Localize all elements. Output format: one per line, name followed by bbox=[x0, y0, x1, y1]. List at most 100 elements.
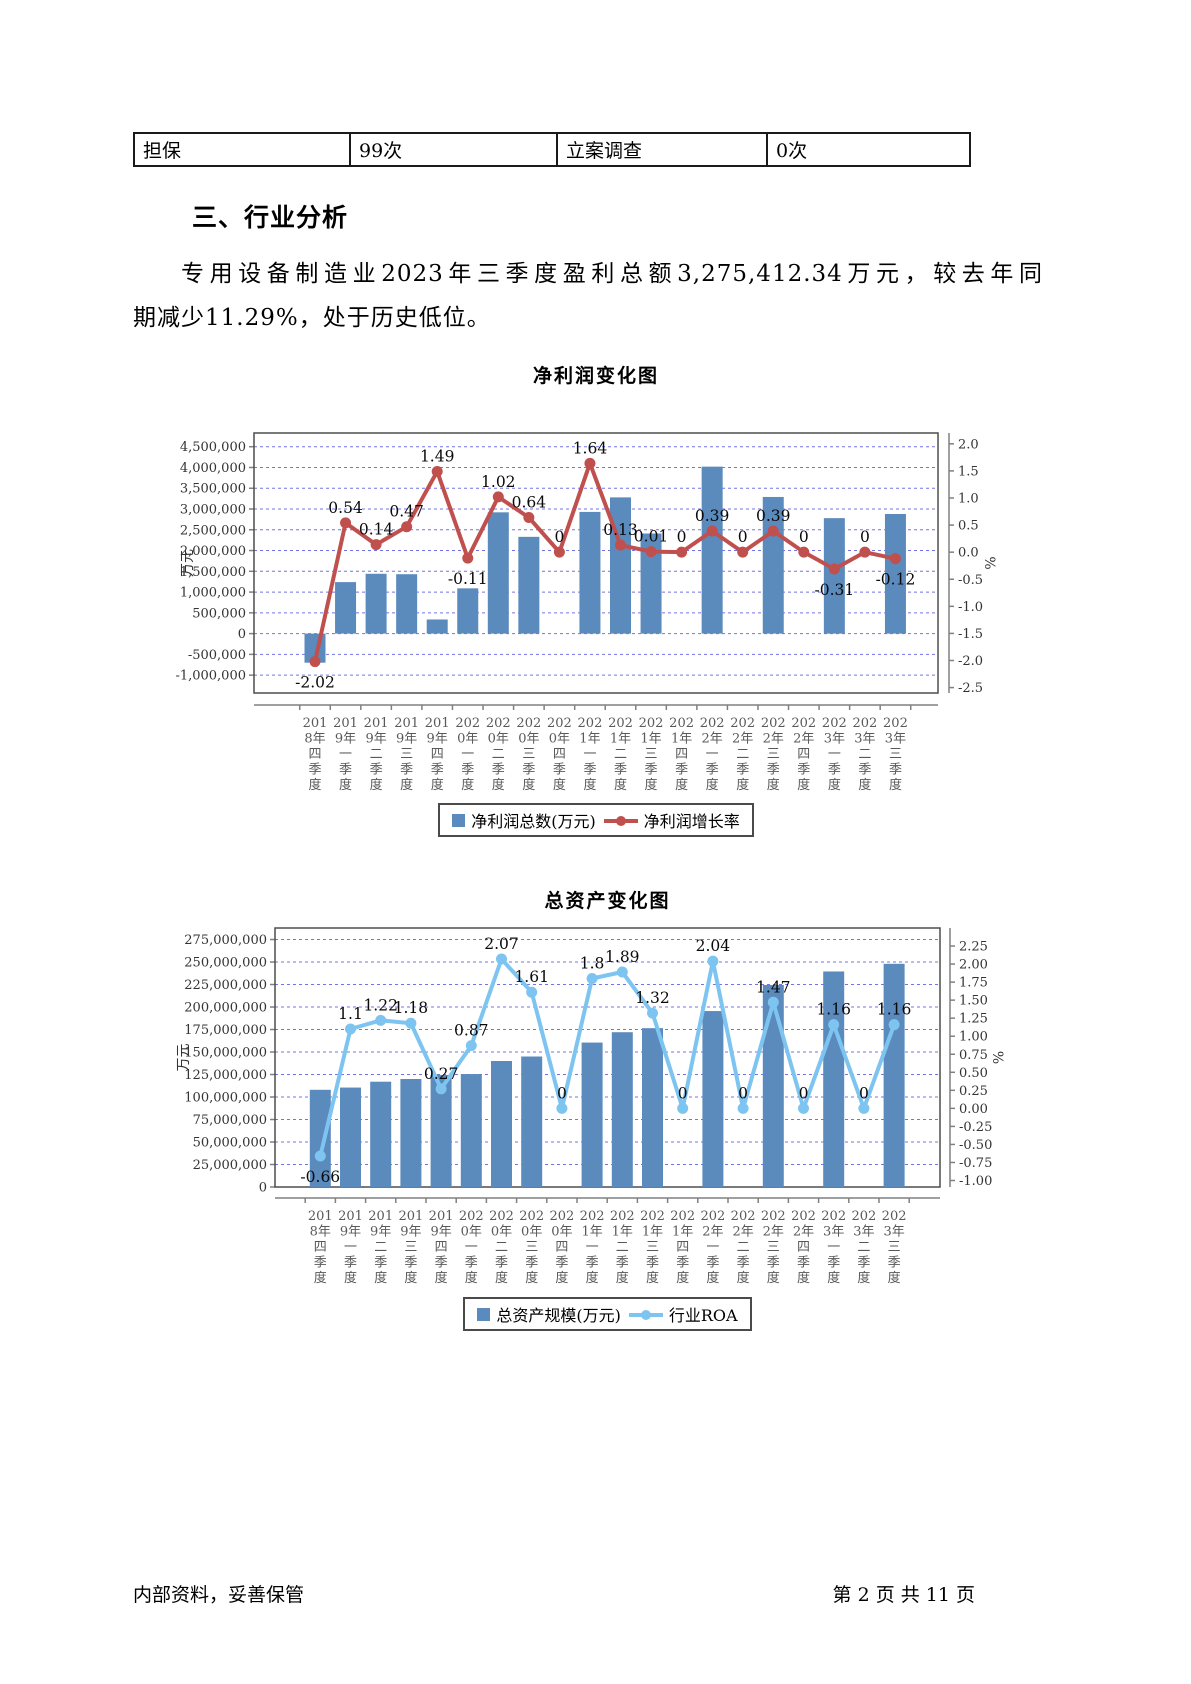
svg-text:季: 季 bbox=[616, 1256, 629, 1271]
svg-text:度: 度 bbox=[431, 777, 444, 793]
table-cell-guarantee-value: 99次 bbox=[349, 132, 558, 167]
svg-text:季: 季 bbox=[889, 763, 902, 778]
svg-text:0: 0 bbox=[799, 528, 809, 546]
svg-text:一: 一 bbox=[828, 747, 841, 762]
svg-text:度: 度 bbox=[461, 777, 474, 793]
svg-text:-0.11: -0.11 bbox=[448, 570, 488, 588]
svg-text:2.0: 2.0 bbox=[958, 437, 979, 452]
svg-text:季: 季 bbox=[676, 1256, 689, 1271]
svg-text:0.14: 0.14 bbox=[359, 521, 394, 539]
svg-text:度: 度 bbox=[889, 777, 902, 793]
svg-text:季: 季 bbox=[525, 1256, 538, 1271]
svg-text:季: 季 bbox=[828, 763, 841, 778]
svg-text:9年: 9年 bbox=[400, 1225, 421, 1240]
svg-text:一: 一 bbox=[706, 1240, 719, 1255]
svg-text:75,000,000: 75,000,000 bbox=[193, 1113, 267, 1128]
svg-text:0年: 0年 bbox=[488, 732, 509, 747]
svg-text:1.64: 1.64 bbox=[573, 439, 608, 457]
svg-text:202: 202 bbox=[547, 716, 572, 731]
svg-text:202: 202 bbox=[730, 716, 755, 731]
svg-text:0: 0 bbox=[860, 528, 870, 546]
svg-text:202: 202 bbox=[700, 1209, 725, 1224]
svg-text:二: 二 bbox=[736, 747, 749, 762]
svg-text:201: 201 bbox=[368, 1209, 393, 1224]
svg-text:202: 202 bbox=[882, 1209, 907, 1224]
svg-text:202: 202 bbox=[639, 716, 664, 731]
svg-text:202: 202 bbox=[519, 1209, 544, 1224]
svg-text:3,500,000: 3,500,000 bbox=[180, 482, 246, 497]
svg-text:202: 202 bbox=[459, 1209, 484, 1224]
svg-text:-0.12: -0.12 bbox=[876, 571, 916, 589]
svg-text:0: 0 bbox=[557, 1084, 567, 1102]
svg-text:2年: 2年 bbox=[732, 1225, 753, 1240]
svg-text:季: 季 bbox=[645, 763, 658, 778]
svg-text:0.00: 0.00 bbox=[959, 1102, 988, 1117]
svg-text:0: 0 bbox=[738, 528, 748, 546]
svg-text:202: 202 bbox=[455, 716, 480, 731]
svg-text:季: 季 bbox=[308, 763, 321, 778]
svg-text:9年: 9年 bbox=[340, 1225, 361, 1240]
svg-text:1.5: 1.5 bbox=[958, 464, 979, 479]
svg-text:一: 一 bbox=[827, 1240, 840, 1255]
svg-text:度: 度 bbox=[525, 1270, 538, 1286]
svg-text:0年: 0年 bbox=[518, 732, 539, 747]
chart-title: 总资产变化图 bbox=[544, 890, 671, 912]
svg-text:度: 度 bbox=[736, 777, 749, 793]
svg-text:0年: 0年 bbox=[521, 1225, 542, 1240]
svg-text:度: 度 bbox=[522, 777, 535, 793]
svg-text:季: 季 bbox=[374, 1256, 387, 1271]
svg-text:%: % bbox=[981, 556, 997, 569]
legend-item-bars: 净利润总数(万元) bbox=[452, 808, 596, 832]
svg-text:201: 201 bbox=[429, 1209, 454, 1224]
svg-text:1.22: 1.22 bbox=[363, 996, 398, 1014]
svg-text:1.49: 1.49 bbox=[420, 447, 455, 465]
svg-text:度: 度 bbox=[828, 777, 841, 793]
svg-text:9年: 9年 bbox=[396, 732, 417, 747]
svg-text:202: 202 bbox=[640, 1209, 665, 1224]
svg-text:度: 度 bbox=[858, 777, 871, 793]
svg-text:四: 四 bbox=[797, 747, 810, 762]
svg-text:1年: 1年 bbox=[672, 1225, 693, 1240]
svg-text:1年: 1年 bbox=[612, 1225, 633, 1240]
svg-text:1.89: 1.89 bbox=[605, 948, 640, 966]
svg-text:四: 四 bbox=[314, 1240, 327, 1255]
svg-text:季: 季 bbox=[586, 1256, 599, 1271]
svg-text:2.04: 2.04 bbox=[696, 937, 731, 955]
svg-text:202: 202 bbox=[883, 716, 908, 731]
svg-text:度: 度 bbox=[706, 1270, 719, 1286]
svg-text:二: 二 bbox=[370, 747, 383, 762]
svg-text:季: 季 bbox=[339, 763, 352, 778]
svg-text:202: 202 bbox=[821, 1209, 846, 1224]
svg-text:202: 202 bbox=[670, 1209, 695, 1224]
svg-text:-0.50: -0.50 bbox=[959, 1138, 992, 1153]
svg-text:四: 四 bbox=[797, 1240, 810, 1255]
svg-text:三: 三 bbox=[525, 1240, 538, 1255]
svg-text:-1.0: -1.0 bbox=[958, 600, 983, 615]
svg-text:万元: 万元 bbox=[176, 1044, 192, 1072]
svg-text:季: 季 bbox=[400, 763, 413, 778]
svg-text:度: 度 bbox=[706, 777, 719, 793]
svg-text:0: 0 bbox=[799, 1084, 809, 1102]
svg-text:1年: 1年 bbox=[581, 1225, 602, 1240]
svg-text:1,000,000: 1,000,000 bbox=[180, 586, 246, 601]
svg-text:万元: 万元 bbox=[180, 549, 196, 577]
svg-text:季: 季 bbox=[858, 763, 871, 778]
svg-text:225,000,000: 225,000,000 bbox=[184, 978, 267, 993]
svg-text:季: 季 bbox=[555, 1256, 568, 1271]
paragraph-line-1: 专用设备制造业2023年三季度盈利总额3,275,412.34万元，较去年同 bbox=[181, 261, 1043, 287]
svg-text:度: 度 bbox=[495, 1270, 508, 1286]
svg-text:度: 度 bbox=[314, 1270, 327, 1286]
svg-text:201: 201 bbox=[308, 1209, 333, 1224]
svg-text:150,000,000: 150,000,000 bbox=[184, 1046, 267, 1061]
svg-text:二: 二 bbox=[374, 1240, 387, 1255]
svg-text:季: 季 bbox=[314, 1256, 327, 1271]
svg-text:二: 二 bbox=[616, 1240, 629, 1255]
table-cell-investigation-value: 0次 bbox=[766, 132, 971, 167]
industry-analysis-paragraph: 专用设备制造业2023年三季度盈利总额3,275,412.34万元，较去年同 期… bbox=[133, 252, 1043, 340]
svg-text:四: 四 bbox=[555, 1240, 568, 1255]
svg-text:度: 度 bbox=[492, 777, 505, 793]
svg-text:175,000,000: 175,000,000 bbox=[184, 1023, 267, 1038]
svg-text:%: % bbox=[989, 1051, 1005, 1064]
svg-text:1.02: 1.02 bbox=[481, 473, 516, 491]
line-swatch-icon bbox=[603, 814, 638, 827]
